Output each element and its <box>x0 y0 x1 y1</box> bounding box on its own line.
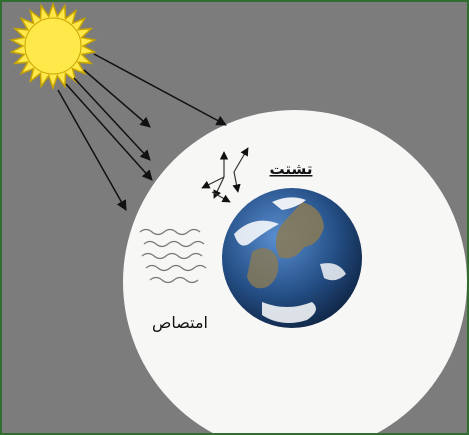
sun-ray-3 <box>73 77 151 161</box>
sun-icon <box>9 2 97 91</box>
wavy-lines-icon <box>139 228 207 284</box>
sun-ray-2 <box>83 69 151 128</box>
absorption-label: امتصاص <box>152 313 208 333</box>
scatter-arrows-icon <box>201 147 249 203</box>
sun-ray-4 <box>65 83 153 181</box>
sun-ray-5 <box>57 89 127 211</box>
scattering-label: تشتت <box>270 160 313 178</box>
earth-globe-icon <box>222 188 362 328</box>
sunlight-rays <box>57 53 227 211</box>
sun-ray-1 <box>93 53 227 126</box>
